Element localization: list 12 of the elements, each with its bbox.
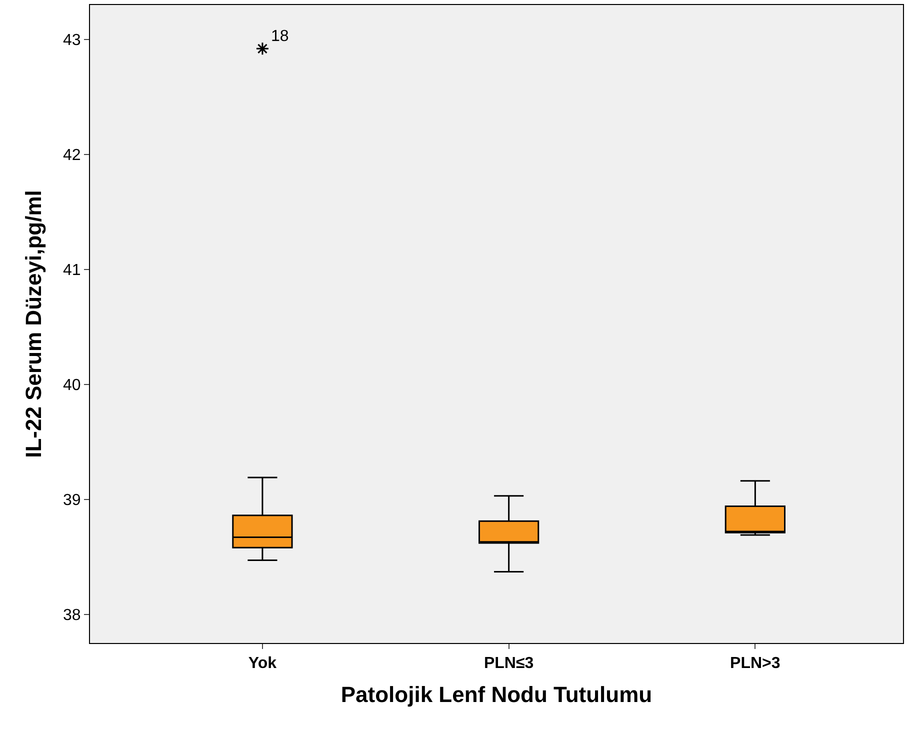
y-tick-label: 41 [63,262,81,279]
annotation: 18 [271,28,289,45]
x-tick-label: Yok [248,655,277,672]
y-tick-label: 42 [63,147,81,164]
y-tick-label: 39 [63,492,81,509]
y-tick-label: 40 [63,376,81,394]
x-tick-label: PLN>3 [730,655,780,672]
y-axis-title: IL-22 Serum Düzeyi,pg/ml [20,190,46,458]
x-axis-title: Patolojik Lenf Nodu Tutulumu [340,682,652,708]
y-tick-label: 43 [63,32,81,50]
y-tick-label: 38 [63,606,81,624]
x-tick-label: PLN≤3 [484,655,534,672]
